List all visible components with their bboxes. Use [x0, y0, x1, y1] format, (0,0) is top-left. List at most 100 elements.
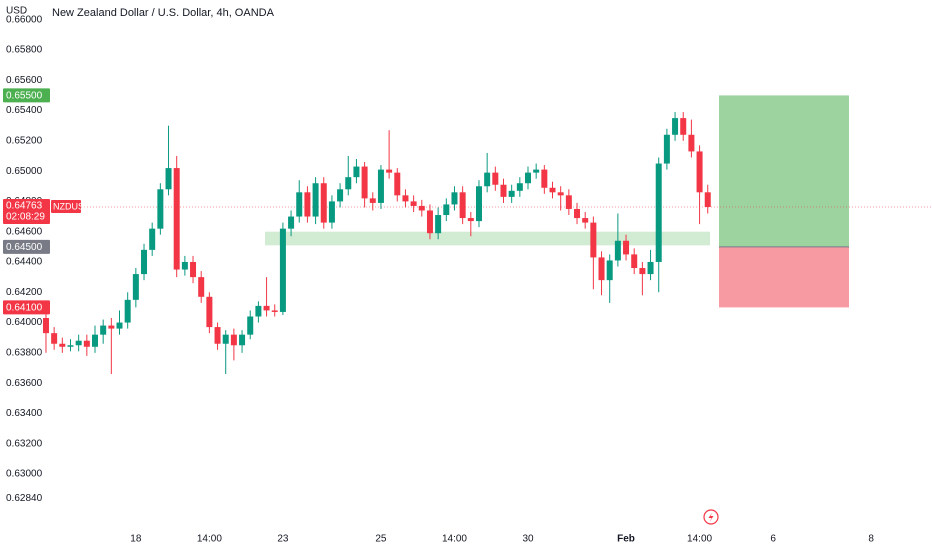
candle-body	[647, 261, 654, 275]
candle-body	[279, 228, 286, 312]
candle-body	[402, 195, 409, 202]
candle-body	[263, 305, 270, 311]
symbol-tag-box	[51, 200, 81, 214]
price-label-box	[3, 300, 50, 315]
event-bolt[interactable]	[708, 512, 714, 522]
candle-body	[132, 274, 139, 300]
candle-body	[337, 189, 344, 202]
candle-body	[271, 310, 278, 312]
candle-body	[108, 325, 115, 329]
candle-body	[51, 333, 58, 344]
x-tick-label: 14:00	[442, 534, 467, 545]
x-tick-label: 6	[770, 534, 776, 545]
candle-body	[492, 172, 499, 185]
x-tick-label: 14:00	[197, 534, 222, 545]
y-tick-label: 0.66000	[6, 14, 43, 25]
y-tick-label: 0.63200	[6, 438, 43, 449]
candle-body	[75, 340, 82, 346]
candle-body	[459, 192, 466, 219]
y-tick-label: 0.64600	[6, 226, 43, 237]
candle-body	[451, 192, 458, 205]
y-tick-label: 0.63400	[6, 408, 43, 419]
candle-body	[190, 261, 197, 278]
candle-body	[484, 172, 491, 187]
candle-body	[574, 208, 581, 219]
y-tick-label: 0.65200	[6, 135, 43, 146]
candle-body	[418, 205, 425, 211]
candle-body	[157, 189, 164, 229]
candle-body	[386, 169, 393, 173]
candle-body	[475, 186, 482, 222]
candle-body	[443, 204, 450, 216]
price-label: 0.64100	[6, 303, 43, 314]
y-tick-label: 0.65000	[6, 166, 43, 177]
candle-body	[83, 340, 90, 347]
candle-body	[222, 334, 229, 344]
candle-body	[116, 322, 123, 329]
candle-body	[100, 325, 107, 335]
candle-body	[173, 168, 180, 270]
profit-zone	[719, 95, 849, 247]
candle-body	[377, 169, 384, 203]
candle-body	[696, 151, 703, 193]
candle-body	[141, 249, 148, 275]
last-price-label: 0.64763	[6, 201, 43, 212]
candle-body	[214, 327, 221, 344]
candle-body	[149, 228, 156, 250]
candle-body	[255, 305, 262, 317]
candle-body	[345, 177, 352, 190]
candle-body	[614, 240, 621, 261]
x-tick-label: 18	[130, 534, 142, 545]
candle-body	[565, 195, 572, 209]
candle-body	[663, 134, 670, 164]
price-label: 0.65500	[6, 91, 43, 102]
price-label-box	[3, 88, 50, 103]
candle-body	[590, 222, 597, 258]
x-tick-label: 23	[277, 534, 289, 545]
candle-body	[582, 218, 589, 223]
candle-body	[369, 198, 376, 203]
candle-body	[639, 268, 646, 275]
price-label-box	[3, 239, 50, 254]
candle-body	[247, 316, 254, 335]
candle-body	[230, 334, 237, 346]
candle-body	[124, 299, 131, 323]
candle-body	[557, 192, 564, 196]
candle-body	[320, 183, 327, 223]
candle-body	[704, 192, 711, 208]
plot-area	[42, 95, 932, 375]
candle-body	[410, 201, 417, 206]
candle-body	[361, 166, 368, 199]
candle-body	[533, 169, 540, 173]
y-tick-label: 0.64400	[6, 257, 43, 268]
candle-body	[239, 334, 246, 346]
candle-body	[631, 254, 638, 269]
x-tick-label: Feb	[617, 534, 635, 545]
y-tick-label: 0.62840	[6, 493, 43, 504]
candle-body	[541, 169, 548, 188]
candle-body	[206, 296, 213, 328]
loss-zone	[719, 246, 849, 308]
price-label: 0.64500	[6, 242, 43, 253]
countdown-label: 02:08:29	[6, 212, 45, 223]
candle-body	[598, 257, 605, 281]
candle-body	[672, 118, 679, 135]
x-tick-label: 14:00	[687, 534, 712, 545]
support-zone	[265, 231, 710, 246]
chart-title: New Zealand Dollar / U.S. Dollar, 4h, OA…	[52, 7, 275, 19]
y-tick-label: 0.65400	[6, 105, 43, 116]
x-tick-label: 25	[375, 534, 387, 545]
y-tick-label: 0.65600	[6, 75, 43, 86]
last-price-box	[3, 199, 50, 225]
candle-body	[655, 163, 662, 262]
y-tick-label: 0.63000	[6, 469, 43, 480]
event-icon[interactable]	[703, 509, 719, 525]
candle-body	[304, 192, 311, 217]
candle-body	[606, 260, 613, 281]
currency-label: USD	[6, 6, 27, 17]
candle-body	[516, 183, 523, 191]
y-tick-label: 0.64200	[6, 287, 43, 298]
x-tick-label: 8	[868, 534, 874, 545]
candle-body	[296, 192, 303, 217]
